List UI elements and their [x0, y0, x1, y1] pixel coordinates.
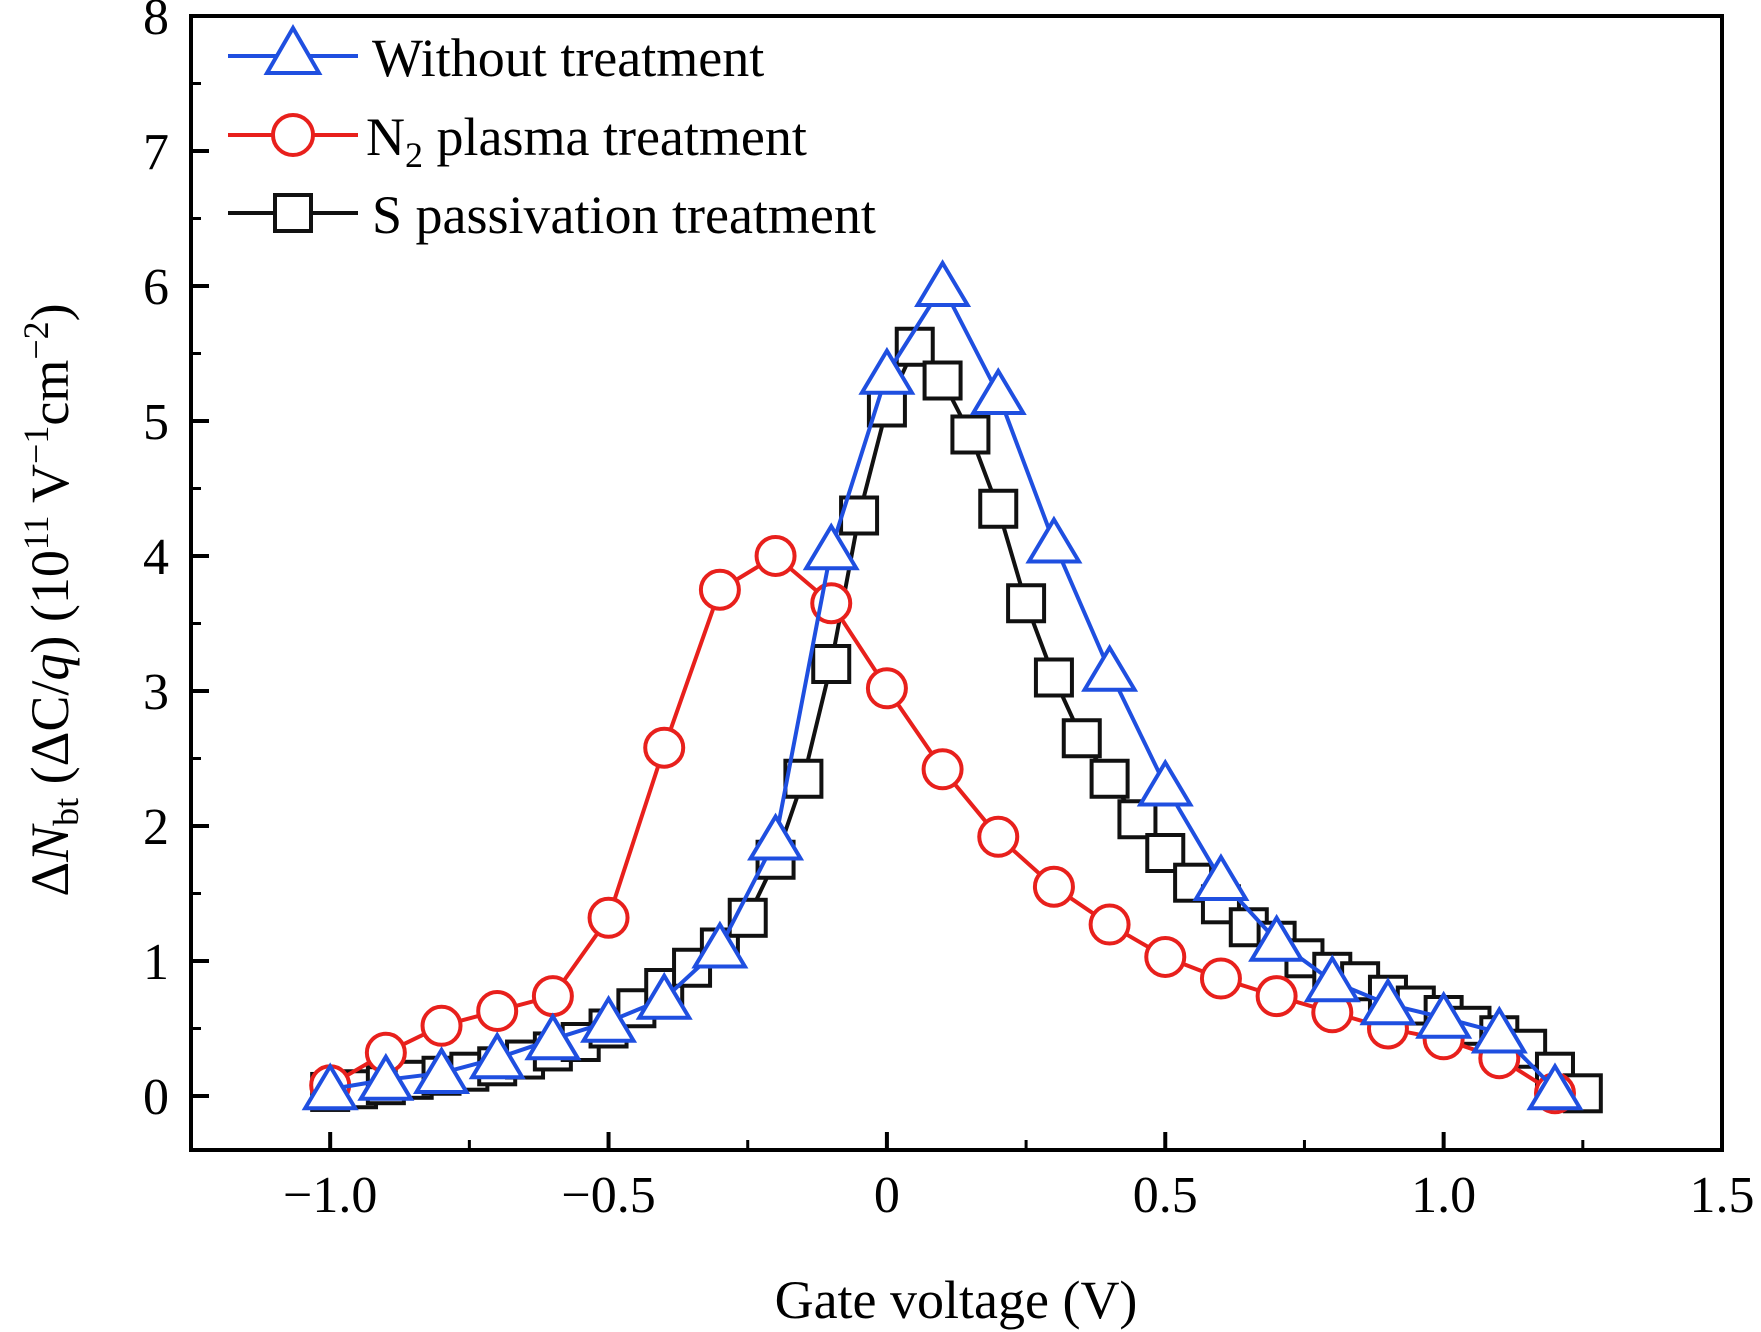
- legend: Without treatment N2 plasma treatment S …: [228, 24, 876, 245]
- data-point-triangle: [1192, 853, 1250, 901]
- x-axis-title: Gate voltage (V): [775, 1270, 1138, 1330]
- y-title-close: ): [20, 303, 80, 321]
- y-tick-label: 5: [143, 394, 169, 451]
- data-point-triangle: [691, 920, 749, 969]
- y-tick-label: 2: [143, 799, 169, 856]
- data-point-triangle: [1470, 1005, 1528, 1054]
- legend-item-without-treatment: Without treatment: [228, 24, 764, 88]
- data-point-circle: [1032, 865, 1075, 908]
- data-point-circle: [1088, 903, 1131, 946]
- y-title-q: q: [20, 654, 80, 681]
- legend-label-s: S passivation treatment: [372, 185, 876, 245]
- data-point-triangle: [1359, 977, 1417, 1026]
- y-tick-label: 4: [143, 529, 169, 586]
- data-point-circle: [643, 726, 686, 769]
- data-point-triangle: [301, 1062, 359, 1111]
- plot-frame: [189, 14, 1724, 1152]
- data-point-triangle: [1248, 913, 1306, 962]
- data-point-square: [922, 360, 963, 401]
- y-title-sub: bt: [46, 798, 86, 826]
- legend-marker-square: [273, 193, 313, 233]
- data-point-triangle: [802, 522, 860, 571]
- data-point-triangle: [468, 1031, 526, 1080]
- data-point-square: [950, 414, 991, 455]
- y-title-unit: V: [20, 464, 80, 516]
- series-0: [301, 259, 1584, 1111]
- data-point-triangle: [1136, 758, 1194, 807]
- x-tick-label: 0.5: [1133, 1167, 1198, 1224]
- data-point-circle: [1144, 935, 1187, 978]
- data-point-triangle: [747, 812, 805, 861]
- y-tick-label: 0: [143, 1069, 169, 1126]
- y-title-paren-close: ) (10: [20, 550, 80, 653]
- data-point-circle: [921, 748, 964, 791]
- data-point-circle: [531, 975, 574, 1018]
- x-tick-label: 0: [874, 1167, 900, 1224]
- legend-n2-sub: 2: [405, 135, 423, 175]
- data-point-triangle: [524, 1012, 582, 1061]
- data-point-square: [1117, 799, 1158, 840]
- data-point-circle: [698, 568, 741, 611]
- data-point-square: [811, 644, 852, 684]
- legend-marker-triangle: [263, 24, 323, 75]
- data-point-triangle: [357, 1052, 415, 1101]
- data-point-circle: [587, 896, 630, 939]
- data-point-triangle: [914, 259, 972, 307]
- y-tick-label: 7: [143, 124, 169, 181]
- y-tick-label: 1: [143, 934, 169, 991]
- y-title-symbol: N: [20, 823, 80, 863]
- legend-marker-circle: [271, 113, 315, 157]
- data-point-triangle: [1415, 990, 1473, 1039]
- x-tick-label: −1.0: [283, 1167, 377, 1224]
- y-title-exp-m2: −2: [16, 321, 56, 359]
- data-point-triangle: [1303, 954, 1361, 1003]
- x-tick-label: −0.5: [561, 1167, 655, 1224]
- y-title-exp-m1: −1: [16, 426, 56, 464]
- data-point-circle: [1199, 957, 1242, 1000]
- data-point-circle: [977, 815, 1020, 858]
- legend-n2-n: N: [366, 107, 405, 167]
- data-point-square: [1089, 758, 1130, 799]
- data-point-triangle: [1526, 1062, 1584, 1111]
- legend-item-s-passivation: S passivation treatment: [228, 185, 876, 245]
- y-title-exp11: 11: [16, 515, 56, 550]
- data-point-square: [1033, 657, 1074, 698]
- y-title-delta: Δ: [20, 862, 80, 897]
- y-tick-label: 6: [143, 259, 169, 316]
- y-title-paren-open: (ΔC/: [20, 681, 80, 798]
- data-point-circle: [476, 989, 519, 1032]
- legend-item-n2-plasma: N2 plasma treatment: [228, 107, 807, 175]
- x-axis-ticks: −1.0 −0.5 0 0.5 1.0 1.5: [283, 1132, 1755, 1224]
- data-point-square: [894, 326, 935, 367]
- x-tick-label: 1.0: [1411, 1167, 1476, 1224]
- data-point-square: [1061, 718, 1102, 759]
- y-axis-title: ΔNbt (ΔC/q) (1011 V−1cm−2): [16, 303, 86, 896]
- series-1: [309, 535, 1576, 1115]
- y-tick-label: 3: [143, 664, 169, 721]
- series-layer: [301, 259, 1603, 1115]
- data-point-circle: [865, 667, 908, 710]
- data-point-triangle: [635, 971, 693, 1020]
- data-point-triangle: [413, 1046, 471, 1095]
- data-point-circle: [420, 1004, 463, 1047]
- y-tick-label: 8: [143, 0, 169, 46]
- data-point-circle: [754, 535, 797, 577]
- data-point-square: [1006, 583, 1047, 624]
- data-point-square: [978, 488, 1019, 529]
- data-point-circle: [1255, 975, 1298, 1018]
- data-point-triangle: [1025, 515, 1083, 564]
- data-point-triangle: [1081, 643, 1139, 692]
- x-tick-label: 1.5: [1690, 1167, 1755, 1224]
- data-point-triangle: [580, 994, 638, 1043]
- y-title-cm: cm: [20, 360, 80, 426]
- y-axis-ticks: 0 1 2 3 4 5 6 7 8: [143, 0, 209, 1126]
- data-point-triangle: [969, 367, 1027, 415]
- legend-label-n2: N2 plasma treatment: [366, 107, 807, 175]
- legend-n2-rest: plasma treatment: [423, 107, 807, 167]
- data-point-triangle: [858, 346, 916, 395]
- legend-label-without: Without treatment: [372, 28, 764, 88]
